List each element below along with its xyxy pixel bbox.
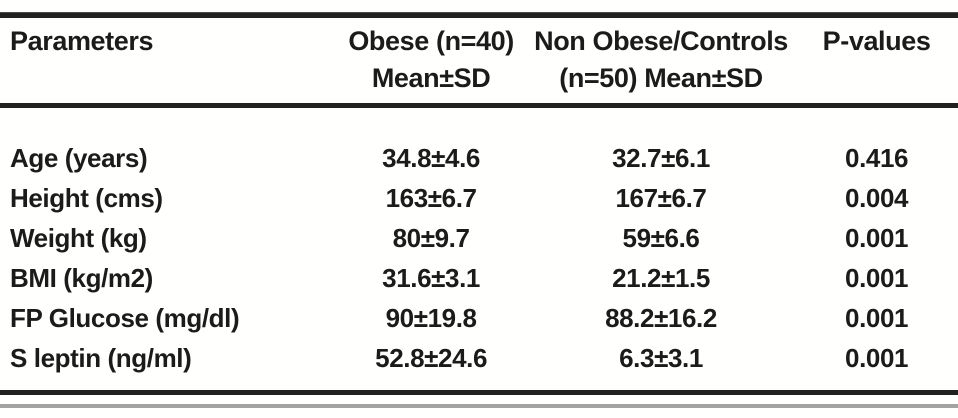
- row-controls-value: 59±6.6: [622, 223, 700, 253]
- table-row: S leptin (ng/ml) 52.8±24.6 6.3±3.1 0.001: [0, 338, 958, 378]
- row-p-value: 0.001: [845, 263, 909, 293]
- header-parameters: Parameters: [0, 23, 335, 97]
- row-obese-value: 34.8±4.6: [382, 143, 480, 173]
- row-obese-value: 90±19.8: [385, 303, 477, 333]
- row-p-value: 0.001: [845, 303, 909, 333]
- row-parameter: FP Glucose (mg/dl): [10, 303, 240, 333]
- header-parameters-label: Parameters: [10, 26, 154, 56]
- header-controls-line2: (n=50) Mean±SD: [559, 63, 763, 93]
- row-controls-value: 32.7±6.1: [612, 143, 710, 173]
- table-top-rule: [0, 12, 958, 18]
- row-obese-value: 31.6±3.1: [382, 263, 480, 293]
- table-row: BMI (kg/m2) 31.6±3.1 21.2±1.5 0.001: [0, 258, 958, 298]
- row-p-value: 0.001: [845, 343, 909, 373]
- row-controls-value: 6.3±3.1: [619, 343, 703, 373]
- row-controls-value: 21.2±1.5: [612, 263, 710, 293]
- row-p-value: 0.416: [845, 143, 909, 173]
- page-edge-bar: [0, 404, 958, 408]
- table-bottom-rule: [0, 390, 958, 395]
- table-row: FP Glucose (mg/dl) 90±19.8 88.2±16.2 0.0…: [0, 298, 958, 338]
- row-obese-value: 80±9.7: [392, 223, 470, 253]
- row-parameter: BMI (kg/m2): [10, 263, 153, 293]
- header-controls-line1: Non Obese/Controls: [534, 26, 788, 56]
- table-row: Age (years) 34.8±4.6 32.7±6.1 0.416: [0, 138, 958, 178]
- header-obese-line1: Obese (n=40): [348, 26, 514, 56]
- header-controls: Non Obese/Controls (n=50) Mean±SD: [527, 23, 795, 97]
- table-header-rule: [0, 103, 958, 108]
- header-p-values: P-values: [795, 23, 958, 97]
- row-parameter: Age (years): [10, 143, 148, 173]
- table-row: Weight (kg) 80±9.7 59±6.6 0.001: [0, 218, 958, 258]
- header-obese: Obese (n=40) Mean±SD: [335, 23, 527, 97]
- row-p-value: 0.004: [845, 183, 909, 213]
- row-parameter: S leptin (ng/ml): [10, 343, 192, 373]
- table-row: Height (cms) 163±6.7 167±6.7 0.004: [0, 178, 958, 218]
- header-obese-line2: Mean±SD: [371, 63, 491, 93]
- row-parameter: Height (cms): [10, 183, 163, 213]
- row-obese-value: 52.8±24.6: [375, 343, 488, 373]
- table-header-row: Parameters Obese (n=40) Mean±SD Non Obes…: [0, 18, 958, 103]
- row-controls-value: 88.2±16.2: [605, 303, 717, 333]
- row-parameter: Weight (kg): [10, 223, 147, 253]
- row-controls-value: 167±6.7: [615, 183, 707, 213]
- row-p-value: 0.001: [845, 223, 909, 253]
- header-p-values-label: P-values: [822, 26, 931, 56]
- table-body: Age (years) 34.8±4.6 32.7±6.1 0.416 Heig…: [0, 138, 958, 378]
- row-obese-value: 163±6.7: [385, 183, 477, 213]
